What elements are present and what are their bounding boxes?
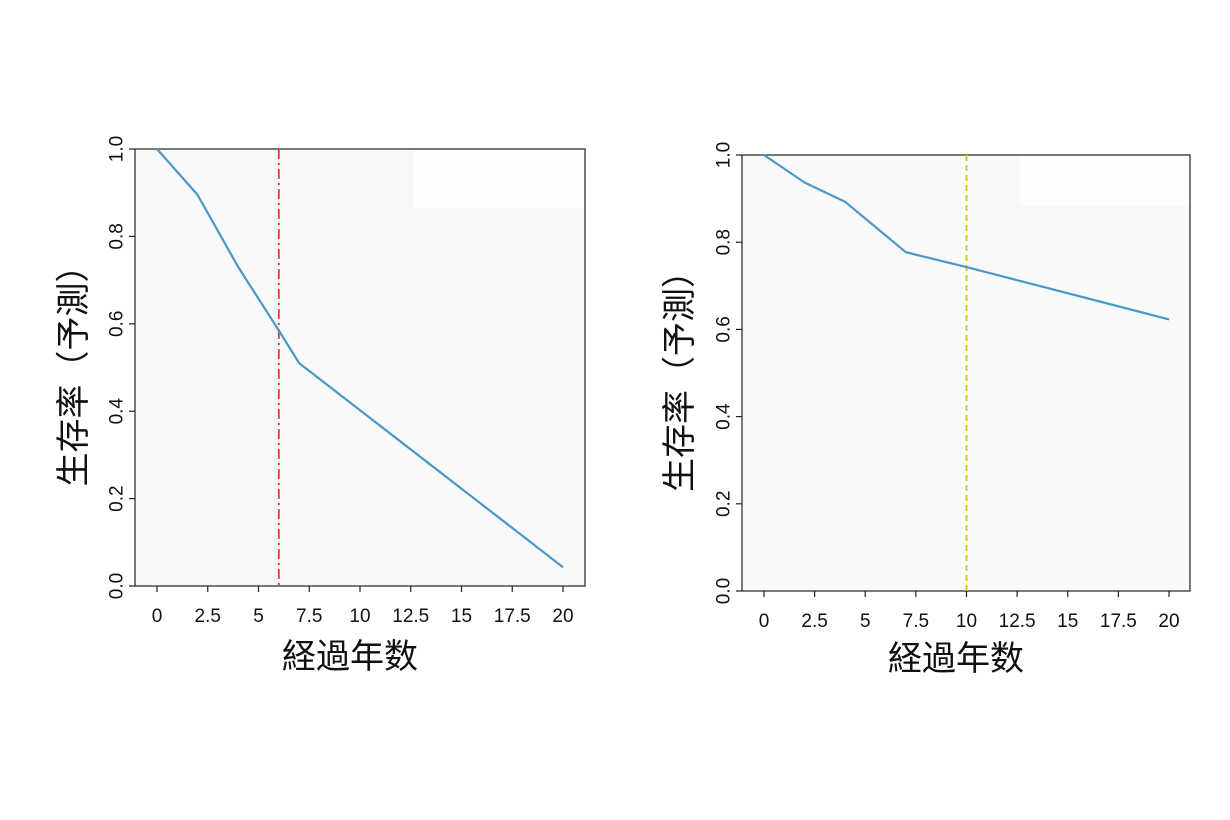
x-tick-label: 12.5 — [392, 606, 429, 627]
x-tick-label: 10 — [349, 606, 370, 627]
x-tick-label: 15 — [1057, 611, 1078, 632]
x-tick-label: 20 — [552, 606, 573, 627]
plot-area-highlight — [413, 150, 584, 208]
x-axis-label: 経過年数 — [282, 637, 418, 677]
x-tick-label: 12.5 — [999, 611, 1036, 632]
x-tick-label: 7.5 — [903, 611, 929, 632]
survival-curve — [156, 148, 564, 569]
y-axis-label: 生存率（予測） — [54, 249, 94, 487]
x-tick-label: 2.5 — [801, 611, 827, 632]
x-tick-label: 10 — [956, 611, 977, 632]
x-axis-label: 経過年数 — [888, 639, 1024, 679]
x-tick-label: 0 — [759, 611, 770, 632]
plot-area — [135, 149, 585, 586]
y-tick-label: 0.6 — [714, 316, 735, 342]
x-tick-label: 17.5 — [1100, 611, 1137, 632]
chart-2: 0.0 0.2 0.4 0.6 0.8 1.0 0 2.5 5 7.5 10 12.5 15 17.5 20… — [660, 142, 1191, 679]
y-tick-label: 0.2 — [107, 485, 128, 511]
y-tick-label: 0.0 — [107, 573, 128, 599]
y-tick-label: 1.0 — [714, 142, 735, 168]
y-tick-label: 0.6 — [107, 311, 128, 337]
plot-area-highlight — [1020, 156, 1189, 206]
chart-1: 0.0 0.2 0.4 0.6 0.8 1.0 0 2.5 5 7.5 10 12.5 15 17.5 20… — [54, 136, 586, 677]
y-tick-label: 0.0 — [714, 578, 735, 604]
y-tick-label: 1.0 — [107, 136, 128, 162]
x-tick-label: 5 — [860, 611, 871, 632]
y-axis-label: 生存率（予測） — [660, 254, 700, 492]
x-tick-label: 0 — [152, 606, 163, 627]
survival-curve — [763, 154, 1170, 321]
y-tick-label: 0.2 — [714, 491, 735, 517]
y-tick-label: 0.8 — [714, 229, 735, 255]
x-tick-label: 15 — [451, 606, 472, 627]
y-tick-label: 0.4 — [714, 403, 735, 430]
x-tick-label: 20 — [1158, 611, 1179, 632]
x-tick-label: 2.5 — [195, 606, 221, 627]
x-tick-label: 7.5 — [296, 606, 322, 627]
y-tick-label: 0.8 — [107, 223, 128, 249]
x-tick-label: 17.5 — [494, 606, 531, 627]
y-tick-label: 0.4 — [107, 398, 128, 425]
x-tick-label: 5 — [253, 606, 264, 627]
